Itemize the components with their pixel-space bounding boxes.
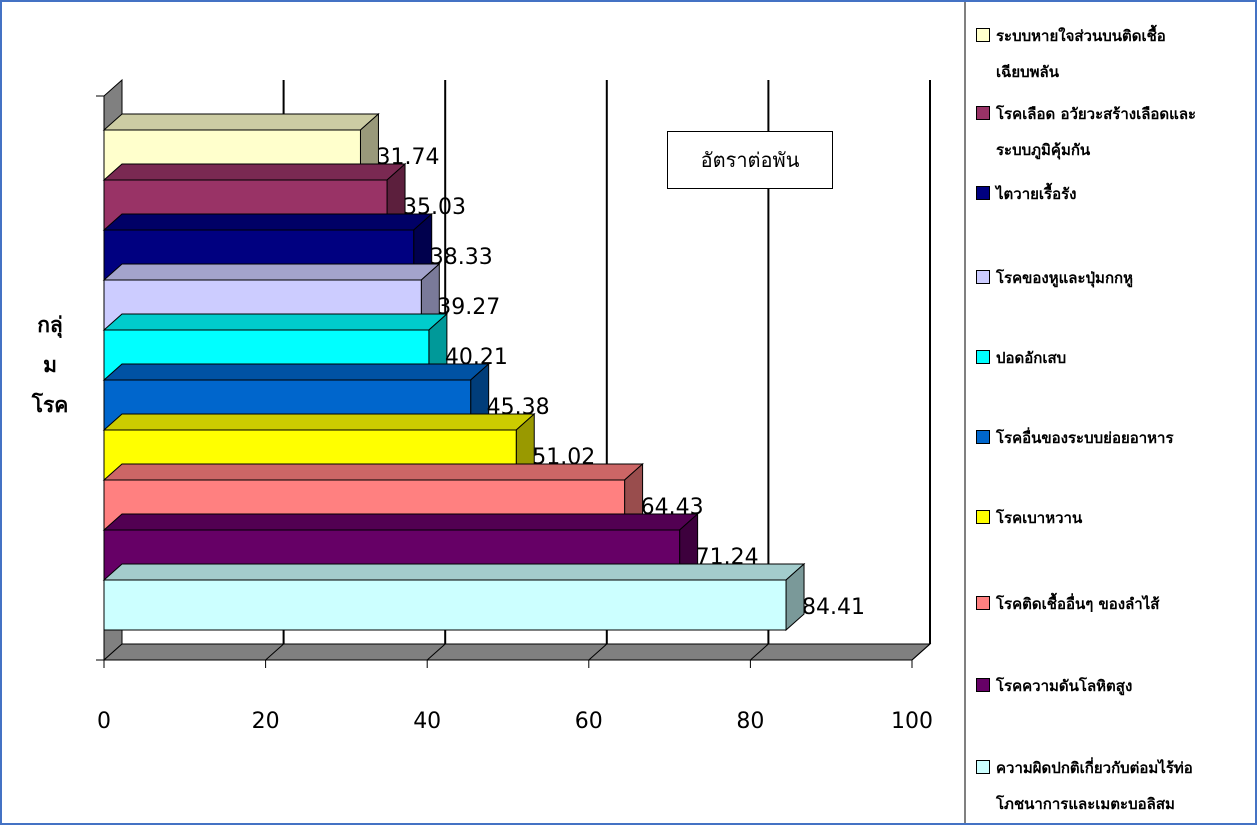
unit-label-box: อัตราต่อพัน (667, 131, 833, 189)
legend-item: โรคความดันโลหิตสูง (972, 668, 1257, 704)
data-label: 51.02 (532, 445, 595, 470)
floor-gridline (426, 643, 446, 661)
x-tick-label: 0 (97, 709, 111, 734)
bar-top-face (102, 363, 490, 381)
legend-swatch (976, 678, 990, 692)
legend-label-line: โรคเลือด อวัยวะสร้างเลือดและ (996, 105, 1197, 123)
legend-label-line: ปอดอักเสบ (996, 349, 1067, 367)
legend-label: ระบบหายใจส่วนบนติดเชื้อเฉียบพลัน (996, 18, 1257, 90)
legend-item: โรคเลือด อวัยวะสร้างเลือดและระบบภูมิคุ้ม… (972, 96, 1257, 168)
legend-label-line: โรคเบาหวาน (996, 509, 1083, 527)
bar-top-face (102, 213, 434, 231)
legend-label: โรคเลือด อวัยวะสร้างเลือดและระบบภูมิคุ้ม… (996, 96, 1257, 168)
y-axis-label-line: ม (43, 353, 57, 377)
legend-label-line: โภชนาการและเมตะบอลิสม (996, 795, 1175, 813)
bar-top-face (102, 263, 441, 281)
legend-label-line: เฉียบพลัน (996, 63, 1059, 81)
legend-swatch (976, 106, 990, 120)
data-label: 40.21 (445, 345, 508, 370)
legend-label: โรคติดเชื้ออื่นๆ ของลำไส้ (996, 586, 1257, 622)
bar-top-face (102, 163, 407, 181)
legend-item: โรคอื่นของระบบย่อยอาหาร (972, 420, 1257, 456)
legend-label: โรคอื่นของระบบย่อยอาหาร (996, 420, 1257, 456)
y-axis-label: กลุ่ ม โรค (20, 305, 80, 425)
legend-item: โรคเบาหวาน (972, 500, 1257, 536)
x-tick-label: 60 (575, 709, 603, 734)
legend-item: โรคของหูและปุ่มกกหู (972, 260, 1257, 296)
legend-label-line: โรคของหูและปุ่มกกหู (996, 269, 1133, 287)
legend-label: โรคเบาหวาน (996, 500, 1257, 536)
y-axis-label-line: โรค (31, 393, 69, 417)
legend-label-line: ระบบภูมิคุ้มกัน (996, 141, 1091, 159)
floor-gridline (588, 643, 608, 661)
legend-swatch (976, 350, 990, 364)
floor-gridline (265, 643, 284, 661)
bar-top-face (102, 113, 380, 131)
bar-front-face (103, 579, 787, 631)
legend-label-line: โรคความดันโลหิตสูง (996, 677, 1133, 695)
plot-floor (102, 643, 932, 661)
x-tick-label: 20 (252, 709, 280, 734)
legend-swatch (976, 186, 990, 200)
legend-label: ปอดอักเสบ (996, 340, 1257, 376)
data-label: 64.43 (641, 495, 704, 520)
legend-label-line: โรคติดเชื้ออื่นๆ ของลำไส้ (996, 595, 1160, 613)
legend-label-line: ระบบหายใจส่วนบนติดเชื้อ (996, 27, 1166, 45)
legend-item: ความผิดปกติเกี่ยวกับต่อมไร้ท่อโภชนาการแล… (972, 750, 1257, 822)
floor-gridline (750, 643, 769, 661)
bar-top-face (102, 413, 536, 431)
floor-gridline (911, 643, 931, 661)
legend-swatch (976, 596, 990, 610)
x-tick-label: 80 (736, 709, 764, 734)
bar-top-face (102, 513, 699, 531)
legend-swatch (976, 430, 990, 444)
legend-label-line: ไตวายเรื้อรัง (996, 185, 1077, 203)
legend-label-line: ความผิดปกติเกี่ยวกับต่อมไร้ท่อ (996, 759, 1193, 777)
data-label: 71.24 (696, 545, 759, 570)
data-label: 45.38 (487, 395, 550, 420)
data-label: 31.74 (376, 145, 439, 170)
legend-item: ระบบหายใจส่วนบนติดเชื้อเฉียบพลัน (972, 18, 1257, 90)
legend-item: ไตวายเรื้อรัง (972, 176, 1257, 212)
legend-swatch (976, 760, 990, 774)
y-axis-label-line: กลุ่ (37, 313, 63, 337)
legend-item: ปอดอักเสบ (972, 340, 1257, 376)
bar-top-face (102, 313, 449, 331)
data-label: 39.27 (437, 295, 500, 320)
bar (102, 562, 806, 632)
x-tick-label: 100 (891, 709, 933, 734)
legend-label: ไตวายเรื้อรัง (996, 176, 1257, 212)
data-label: 38.33 (430, 245, 493, 270)
x-tick-label: 40 (413, 709, 441, 734)
legend-label: โรคความดันโลหิตสูง (996, 668, 1257, 704)
legend-item: โรคติดเชื้ออื่นๆ ของลำไส้ (972, 586, 1257, 622)
unit-label: อัตราต่อพัน (700, 148, 800, 172)
legend-swatch (976, 28, 990, 42)
data-label: 84.41 (802, 595, 865, 620)
legend-swatch (976, 270, 990, 284)
legend-swatch (976, 510, 990, 524)
legend-label: โรคของหูและปุ่มกกหู (996, 260, 1257, 296)
data-label: 35.03 (403, 195, 466, 220)
legend-label: ความผิดปกติเกี่ยวกับต่อมไร้ท่อโภชนาการแล… (996, 750, 1257, 822)
legend-label-line: โรคอื่นของระบบย่อยอาหาร (996, 429, 1174, 447)
